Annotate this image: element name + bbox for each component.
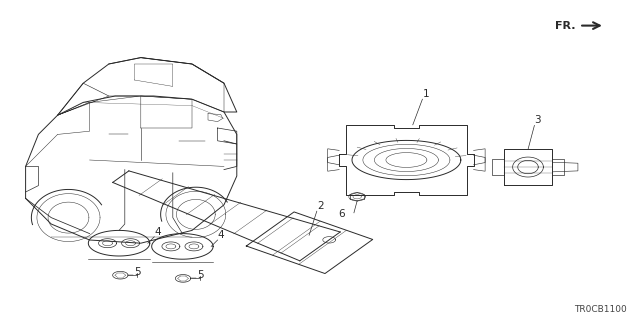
Text: FR.: FR. (556, 20, 576, 31)
Text: 5: 5 (134, 267, 141, 277)
Text: 5: 5 (197, 270, 204, 280)
Text: 4: 4 (218, 230, 224, 240)
Text: TR0CB1100: TR0CB1100 (575, 305, 627, 314)
Text: 1: 1 (422, 89, 429, 99)
Text: 4: 4 (154, 227, 161, 237)
Text: 2: 2 (317, 201, 323, 211)
Text: 6: 6 (338, 209, 344, 219)
Text: 3: 3 (534, 116, 541, 125)
